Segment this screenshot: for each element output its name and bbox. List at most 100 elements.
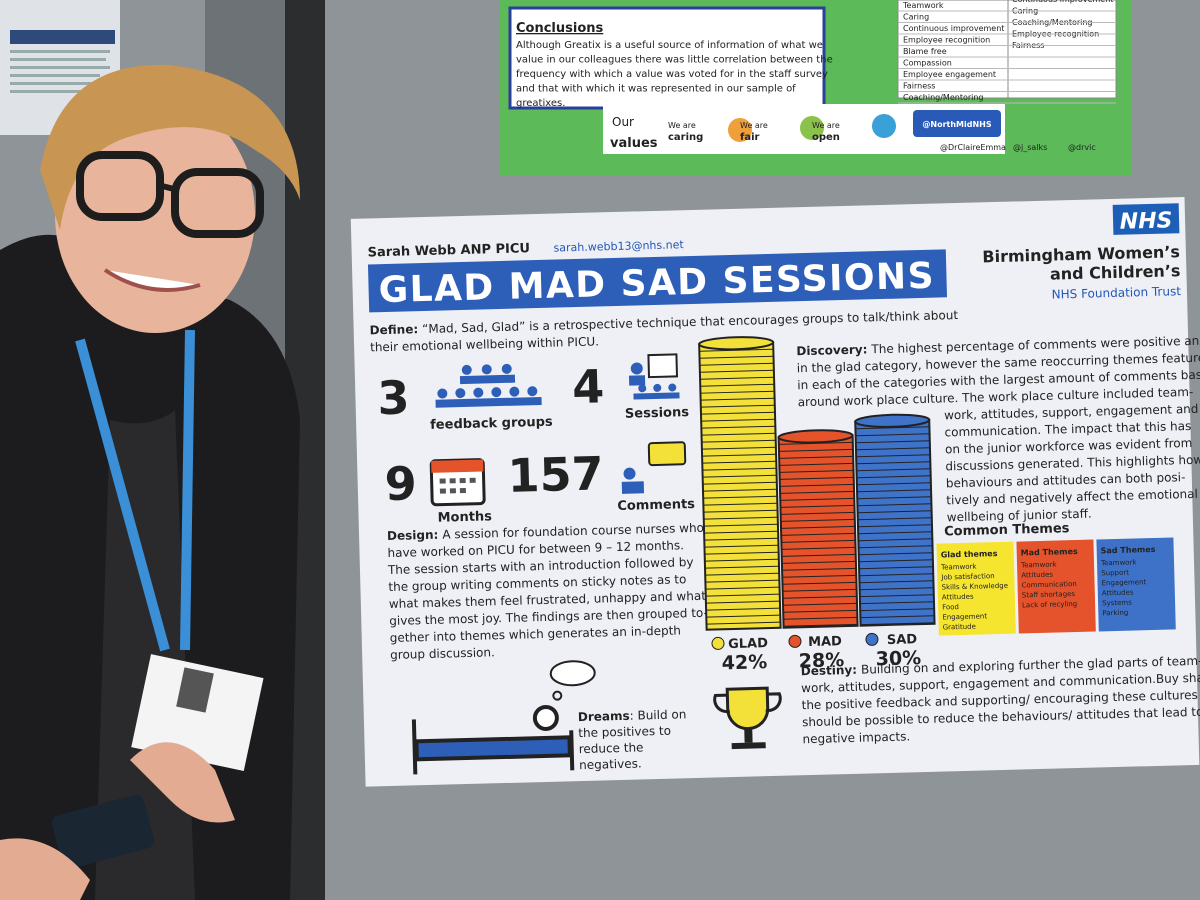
coin-edge <box>704 551 779 555</box>
theme-item: Teamwork <box>1020 561 1058 570</box>
table-cell: Caring <box>903 13 929 22</box>
theme-box <box>936 541 1016 636</box>
coin-edge <box>858 545 933 549</box>
coin-edge <box>855 440 930 444</box>
coin-edge <box>702 481 777 485</box>
table-cell: Blame free <box>903 47 947 56</box>
coin-edge <box>860 615 935 619</box>
coin-edge <box>704 537 779 541</box>
sessions-icon <box>628 353 680 400</box>
main-poster: Sarah Webb ANP PICU sarah.webb13@nhs.net G… <box>350 197 1200 787</box>
coin-edge <box>702 460 777 464</box>
theme-title: Mad Themes <box>1021 547 1078 557</box>
value-word: caring <box>668 132 703 143</box>
stat-number: 157 <box>507 446 604 502</box>
table-cell: Teamwork <box>902 1 944 10</box>
coin-edge <box>780 518 855 522</box>
percent-label: 30% <box>875 647 921 670</box>
coin-edge <box>705 565 780 569</box>
conclusions-title: Conclusions <box>516 21 604 36</box>
coin-edge <box>859 594 934 598</box>
coin-edge <box>783 623 858 627</box>
coin-edge <box>860 622 935 626</box>
dreams-line: reduce the <box>579 740 644 756</box>
coin-edge <box>705 600 780 604</box>
coin-edge <box>781 546 856 550</box>
coin-edge <box>781 532 856 536</box>
value-icon <box>800 116 824 140</box>
coin-edge <box>704 544 779 548</box>
coin-edge <box>705 579 780 583</box>
coin-edge <box>700 390 775 394</box>
coin-edge <box>783 602 858 606</box>
handle: @j_salks <box>1013 143 1047 152</box>
coin-edge <box>783 609 858 613</box>
theme-title: Sad Themes <box>1101 545 1156 555</box>
coin-edge <box>855 433 930 437</box>
define-line: their emotional wellbeing within PICU. <box>370 334 599 354</box>
label: Define: <box>370 322 419 337</box>
dreams-line: the positives to <box>578 724 671 740</box>
theme-item: Parking <box>1102 609 1128 618</box>
trust: NHS Foundation Trust <box>1052 284 1182 301</box>
coin-edge <box>703 502 778 506</box>
label: Dreams <box>578 709 630 724</box>
twitter-button <box>913 110 1001 137</box>
values-table <box>897 0 1117 99</box>
theme-box <box>1096 537 1176 632</box>
table-cell: Coaching/Mentoring <box>903 93 984 102</box>
theme-item: Attitudes <box>942 593 974 602</box>
coin-edge <box>779 476 854 480</box>
coin-edge <box>780 525 855 529</box>
coin-edge <box>706 614 781 618</box>
discovery-line: discussions generated. This highlights h… <box>945 453 1200 474</box>
coin-edge <box>701 425 776 429</box>
coin-edge <box>780 511 855 515</box>
coin-edge <box>859 580 934 584</box>
coin-edge <box>857 503 932 507</box>
coin-edge <box>857 496 932 500</box>
coin-edge <box>700 376 775 380</box>
coin-edge <box>779 462 854 466</box>
theme-item: Lack of recyling <box>1022 600 1077 609</box>
coin-edge <box>702 453 777 457</box>
author: Sarah Webb ANP PICU <box>367 241 530 260</box>
theme-item: Attitudes <box>1021 571 1053 580</box>
dreams-line: negatives. <box>579 756 642 772</box>
emoji <box>711 636 725 650</box>
nhs-logo-box <box>1112 203 1180 235</box>
theme-item: Staff shortages <box>1022 590 1076 599</box>
stat-number: 9 <box>384 456 417 511</box>
theme-item: Skills & Knowledge <box>942 582 1009 592</box>
value-we-are: We are <box>668 121 696 130</box>
coin-edge <box>856 454 931 458</box>
coin-edge <box>780 504 855 508</box>
conclusions-line: value in our colleagues there was little… <box>516 55 833 66</box>
calendar-icon <box>429 458 486 507</box>
table-cell: Fairness <box>903 82 935 91</box>
value-we-are: We are <box>812 121 840 130</box>
theme-item: Teamwork <box>940 563 978 572</box>
discovery-line: tively and negatively affect the emotion… <box>946 487 1198 508</box>
design-line: Design: A session for foundation course n… <box>387 521 704 543</box>
coin-edge <box>859 587 934 591</box>
top-poster: Conclusions Although Greatix is a useful … <box>500 0 1132 175</box>
coin-edge <box>705 593 780 597</box>
coin-edge <box>859 573 934 577</box>
trophy-icon <box>713 686 782 750</box>
percent-label: 42% <box>721 651 767 674</box>
theme-item: Attitudes <box>1102 589 1134 598</box>
coin-top <box>777 429 854 444</box>
bed-icon <box>411 660 596 775</box>
handle: @drvic <box>1068 143 1096 152</box>
coin-edge <box>704 530 779 534</box>
coin-edge <box>700 411 775 415</box>
label: Discovery: <box>796 342 867 358</box>
comment-icon <box>621 441 687 494</box>
coin-edge <box>699 362 774 366</box>
coin-edge <box>781 539 856 543</box>
percent-label: 28% <box>798 649 844 672</box>
stat-number: 3 <box>377 370 410 425</box>
coin-edge <box>702 474 777 478</box>
theme-item: Systems <box>1102 599 1132 608</box>
